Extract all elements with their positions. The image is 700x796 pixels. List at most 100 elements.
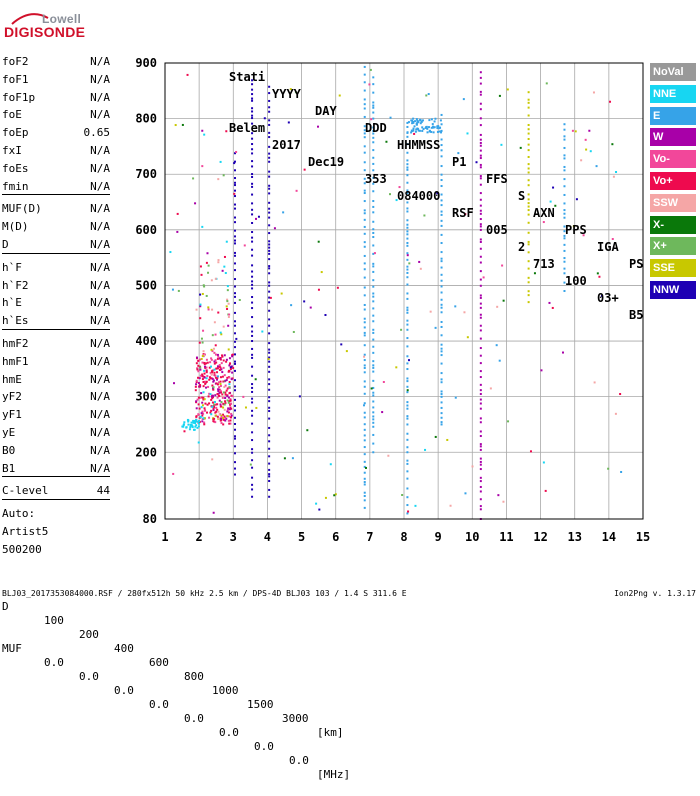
noise-point	[542, 461, 545, 464]
echo-point	[527, 143, 530, 146]
legend-item-vo-: Vo-	[650, 150, 696, 169]
echo-point	[563, 290, 566, 292]
echo-point	[233, 221, 236, 224]
echo-point	[414, 120, 417, 123]
echo-point	[251, 175, 254, 178]
echo-point	[479, 212, 482, 215]
noise-point	[254, 217, 257, 220]
noise-point	[600, 294, 603, 297]
echo-point	[527, 294, 530, 297]
echo-point	[226, 410, 229, 413]
echo-point	[479, 157, 482, 160]
echo-point	[363, 136, 366, 139]
noise-point	[401, 494, 404, 497]
echo-point	[221, 375, 224, 378]
echo-point	[217, 394, 220, 397]
noise-point	[464, 492, 467, 495]
echo-point	[212, 404, 215, 407]
echo-point	[563, 225, 566, 228]
echo-point	[198, 422, 201, 425]
echo-point	[363, 169, 366, 172]
noise-point	[298, 395, 301, 398]
echo-point	[440, 165, 443, 168]
echo-point	[211, 384, 214, 387]
echo-point	[233, 251, 236, 254]
param-row-g1-7: fmin N/A	[2, 180, 110, 194]
echo-point	[527, 106, 530, 109]
echo-point	[479, 505, 482, 508]
echo-point	[412, 129, 415, 132]
echo-point	[205, 380, 208, 383]
echo-point	[224, 416, 227, 419]
echo-point	[233, 379, 236, 382]
echo-point	[251, 383, 254, 386]
echo-point	[363, 189, 366, 192]
noise-point	[235, 337, 238, 340]
echo-point	[563, 135, 566, 138]
echo-point	[407, 121, 410, 124]
echo-point	[440, 149, 443, 152]
echo-point	[251, 451, 254, 454]
echo-point	[440, 306, 443, 309]
echo-point	[194, 420, 197, 423]
header-label: P1	[452, 155, 467, 169]
echo-point	[479, 324, 482, 327]
echo-point	[226, 300, 229, 303]
echo-point	[479, 376, 482, 379]
echo-point	[196, 367, 199, 370]
noise-point	[334, 493, 337, 496]
echo-point	[268, 417, 271, 420]
echo-point	[211, 371, 214, 374]
param-value: N/A	[90, 337, 110, 350]
param-row-g3-3: h`Es N/A	[2, 314, 110, 328]
echo-point	[233, 235, 236, 238]
echo-point	[363, 364, 366, 367]
noise-point	[615, 171, 618, 174]
echo-point	[204, 367, 207, 370]
noise-point	[368, 83, 371, 86]
echo-point	[233, 435, 236, 438]
header-label: DDD	[365, 121, 387, 135]
header-label: HHMMSS	[397, 138, 441, 152]
noise-point	[544, 489, 547, 492]
noise-point	[596, 272, 599, 275]
echo-point	[202, 412, 205, 415]
echo-point	[200, 406, 203, 409]
echo-point	[363, 499, 366, 502]
echo-point	[268, 152, 271, 155]
echo-point	[440, 279, 443, 282]
echo-point	[563, 146, 566, 149]
echo-point	[406, 233, 409, 236]
echo-point	[406, 311, 409, 314]
echo-point	[479, 463, 482, 466]
version-label: Ion2Png v. 1.3.17	[614, 589, 696, 598]
echo-point	[479, 398, 482, 401]
echo-point	[197, 396, 200, 399]
echo-point	[182, 423, 185, 426]
y-tick-label: 600	[135, 223, 157, 237]
echo-point	[440, 401, 443, 404]
echo-point	[223, 265, 226, 268]
echo-point	[563, 178, 566, 181]
param-row-g2-2: D N/A	[2, 238, 110, 252]
echo-point	[406, 125, 409, 128]
noise-point	[324, 496, 327, 499]
echo-point	[406, 417, 409, 420]
echo-point	[527, 202, 530, 205]
echo-point	[204, 382, 207, 385]
noise-point	[454, 396, 457, 399]
echo-point	[479, 228, 482, 231]
echo-point	[229, 403, 232, 406]
param-row-g4-5: yE N/A	[2, 426, 110, 440]
echo-point	[192, 419, 195, 422]
echo-point	[406, 181, 409, 184]
echo-point	[406, 380, 409, 383]
echo-point	[563, 260, 566, 263]
echo-point	[563, 249, 566, 252]
echo-point	[363, 402, 366, 405]
echo-point	[227, 396, 230, 399]
noise-point	[336, 286, 339, 289]
echo-point	[197, 376, 200, 379]
echo-point	[199, 374, 202, 377]
echo-point	[199, 385, 202, 388]
